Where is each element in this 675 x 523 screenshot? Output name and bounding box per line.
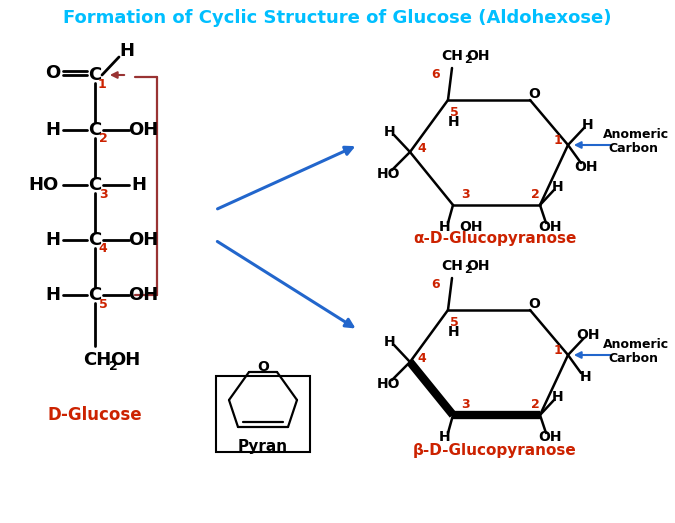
Text: 4: 4 xyxy=(418,351,427,365)
Text: H: H xyxy=(552,180,564,194)
Text: OH: OH xyxy=(574,160,598,174)
Text: H: H xyxy=(580,370,592,384)
Text: OH: OH xyxy=(576,328,600,342)
Text: 5: 5 xyxy=(450,315,458,328)
Text: 6: 6 xyxy=(432,67,440,81)
Text: CH: CH xyxy=(441,259,463,273)
Text: OH: OH xyxy=(110,351,140,369)
Text: C: C xyxy=(88,176,102,194)
Text: Anomeric: Anomeric xyxy=(603,129,669,142)
Text: HO: HO xyxy=(376,377,400,391)
Text: 3: 3 xyxy=(460,188,469,201)
Text: H: H xyxy=(552,390,564,404)
Text: Carbon: Carbon xyxy=(608,142,658,155)
Text: C: C xyxy=(88,121,102,139)
Text: O: O xyxy=(45,64,61,82)
Text: OH: OH xyxy=(466,259,490,273)
Text: 2: 2 xyxy=(109,359,117,372)
Text: 3: 3 xyxy=(460,399,469,412)
Text: Pyran: Pyran xyxy=(238,439,288,454)
Text: OH: OH xyxy=(128,286,158,304)
Text: Carbon: Carbon xyxy=(608,353,658,366)
Text: H: H xyxy=(384,125,396,139)
Text: 5: 5 xyxy=(450,106,458,119)
Text: OH: OH xyxy=(538,430,562,444)
Text: 3: 3 xyxy=(99,188,107,200)
Text: CH: CH xyxy=(83,351,111,369)
Text: C: C xyxy=(88,66,102,84)
Text: H: H xyxy=(582,118,594,132)
Text: β-D-Glucopyranose: β-D-Glucopyranose xyxy=(413,442,577,458)
Text: OH: OH xyxy=(538,220,562,234)
Text: 2: 2 xyxy=(464,55,472,65)
Bar xyxy=(216,376,310,452)
Text: OH: OH xyxy=(128,121,158,139)
Text: HO: HO xyxy=(376,167,400,181)
Text: Anomeric: Anomeric xyxy=(603,338,669,351)
Text: HO: HO xyxy=(28,176,58,194)
Text: H: H xyxy=(132,176,146,194)
Text: H: H xyxy=(439,430,451,444)
Text: C: C xyxy=(88,231,102,249)
Text: O: O xyxy=(528,87,540,101)
Text: OH: OH xyxy=(128,231,158,249)
Text: D-Glucose: D-Glucose xyxy=(48,406,142,424)
Text: O: O xyxy=(257,360,269,374)
Text: 2: 2 xyxy=(464,265,472,275)
Text: H: H xyxy=(45,286,61,304)
Text: 1: 1 xyxy=(554,134,562,147)
Text: Formation of Cyclic Structure of Glucose (Aldohexose): Formation of Cyclic Structure of Glucose… xyxy=(63,9,612,27)
Text: 2: 2 xyxy=(99,132,107,145)
Text: CH: CH xyxy=(441,49,463,63)
Text: H: H xyxy=(45,121,61,139)
Text: 1: 1 xyxy=(554,345,562,358)
Text: 2: 2 xyxy=(531,399,539,412)
Text: 6: 6 xyxy=(432,278,440,290)
Text: C: C xyxy=(88,286,102,304)
Text: 4: 4 xyxy=(418,142,427,154)
Text: H: H xyxy=(384,335,396,349)
Text: 1: 1 xyxy=(98,77,107,90)
Text: H: H xyxy=(439,220,451,234)
Text: H: H xyxy=(448,115,460,129)
Text: 2: 2 xyxy=(531,188,539,201)
Text: H: H xyxy=(119,42,134,60)
Text: H: H xyxy=(448,325,460,339)
Text: α-D-Glucopyranose: α-D-Glucopyranose xyxy=(413,231,576,245)
Text: OH: OH xyxy=(466,49,490,63)
Text: H: H xyxy=(45,231,61,249)
Text: 5: 5 xyxy=(99,298,107,311)
Text: OH: OH xyxy=(459,220,483,234)
Text: 4: 4 xyxy=(99,243,107,256)
Text: O: O xyxy=(528,297,540,311)
